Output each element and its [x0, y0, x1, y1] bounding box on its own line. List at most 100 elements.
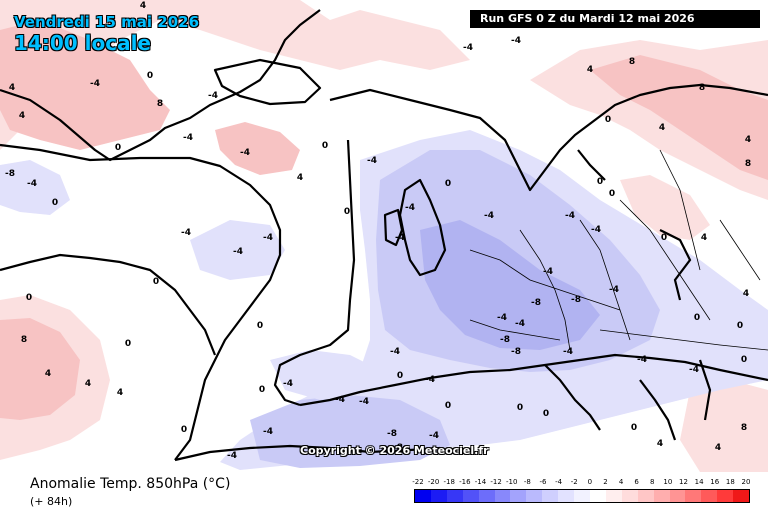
legend-tick-label: -6 [539, 478, 547, 486]
isoline-label: -8 [531, 298, 541, 308]
valid-time-title: Vendredi 15 mai 2026 14:00 locale [14, 13, 200, 56]
isoline-label: 4 [743, 289, 749, 299]
isoline-label: -8 [500, 335, 510, 345]
isoline-label: -4 [367, 156, 377, 166]
legend-tick-label: 14 [694, 478, 704, 486]
isoline-label: 8 [21, 335, 27, 345]
legend-swatch [430, 490, 447, 502]
thick-borders [577, 149, 712, 421]
legend-tick-label: 4 [618, 478, 624, 486]
legend-tick-label: 16 [710, 478, 720, 486]
isoline-label: -4 [637, 355, 647, 365]
isoline-label: -8 [511, 347, 521, 357]
legend-swatch [669, 490, 686, 502]
legend-tick-label: -12 [490, 478, 502, 486]
legend-ticks: -22 -20 -18 -16 -14 -12 -10 -8 -6 -4 -2 0 2 4 6 8 10 12 14… [412, 478, 751, 489]
isoline-label: -4 [208, 91, 218, 101]
isoline-label: -4 [689, 365, 699, 375]
cold-area-labrador [0, 160, 70, 215]
copyright-notice: Copyright © 2026 Meteociel.fr [300, 444, 489, 457]
coast-labrador [0, 143, 282, 461]
isoline-label: 0 [543, 409, 549, 419]
isoline-label: 4 [9, 83, 15, 93]
isoline-label: 0 [661, 233, 667, 243]
isoline-label: -8 [393, 443, 403, 453]
cold-anomaly-areas [0, 130, 768, 470]
isoline-label: 0 [609, 189, 615, 199]
legend-tick-label: 18 [725, 478, 735, 486]
legend-swatch [589, 490, 606, 502]
legend-tick-label: 20 [741, 478, 751, 486]
isoline-label: -4 [497, 313, 507, 323]
map-footer: Anomalie Temp. 850hPa (°C) (+ 84h) -22 -2… [0, 472, 768, 512]
legend-swatch [717, 490, 734, 502]
legend-tick-label: -2 [570, 478, 578, 486]
isoline-label: -4 [263, 233, 273, 243]
legend-swatch [462, 490, 479, 502]
isoline-label: 4 [657, 439, 663, 449]
isoline-label: -8 [5, 169, 15, 179]
isoline-label: 0 [737, 321, 743, 331]
parameter-name: Anomalie Temp. 850hPa (°C) [30, 476, 231, 492]
isoline-label: -4 [515, 319, 525, 329]
legend-tick-label: -4 [555, 478, 563, 486]
isoline-label: 0 [257, 321, 263, 331]
legend-swatch [542, 490, 559, 502]
isoline-label: -4 [233, 247, 243, 257]
legend-tick-label: 10 [663, 478, 673, 486]
isoline-label: -4 [609, 285, 619, 295]
valid-hour: 14:00 locale [14, 31, 151, 55]
isoline-label: 8 [741, 423, 747, 433]
isoline-label: 0 [517, 403, 523, 413]
isoline-label: 4 [140, 1, 146, 11]
isoline-label: -4 [90, 79, 100, 89]
coast-norway [329, 83, 768, 192]
isoline-label: -4 [227, 451, 237, 461]
isoline-label: 0 [445, 179, 451, 189]
legend-tick-label: -14 [474, 478, 487, 486]
warm-area-greenland [0, 0, 470, 150]
isoline-label: -4 [359, 397, 369, 407]
isoline-label: -4 [563, 347, 573, 357]
isoline-label: 0 [741, 355, 747, 365]
isoline-label: 8 [629, 57, 635, 67]
forecast-hour: (+ 84h) [30, 495, 73, 508]
legend-swatch [605, 490, 622, 502]
coast-north-america [0, 253, 217, 356]
isoline-label: 0 [125, 339, 131, 349]
isoline-label: 4 [587, 65, 593, 75]
isoline-label: 0 [52, 198, 58, 208]
isoline-label: -4 [543, 267, 553, 277]
isoline-label: -4 [181, 228, 191, 238]
isoline-label: -4 [484, 211, 494, 221]
legend-tick-label: -18 [443, 478, 455, 486]
isoline-label: 4 [745, 135, 751, 145]
legend-tick-label: -20 [427, 478, 440, 486]
isoline-label: 0 [597, 177, 603, 187]
run-info: Run GFS 0 Z du Mardi 12 mai 2026 [470, 10, 760, 28]
isoline-label: -4 [429, 431, 439, 441]
isoline-label: -4 [390, 347, 400, 357]
isoline-label: 4 [19, 111, 25, 121]
coast-ireland [383, 208, 404, 247]
coast-britain [398, 178, 447, 277]
legend-bar [414, 489, 750, 503]
isoline-label: 0 [694, 313, 700, 323]
legend-tick-label: 8 [650, 478, 655, 486]
legend-tick-label: -22 [412, 478, 424, 486]
isoline-label: 0 [26, 293, 32, 303]
isoline-label: 0 [397, 371, 403, 381]
isoline-label: 4 [715, 443, 721, 453]
legend-tick-label: -10 [505, 478, 518, 486]
warm-area-atlantic-core [0, 318, 80, 420]
legend-swatch [478, 490, 495, 502]
isoline-label: -4 [565, 211, 575, 221]
isoline-label: 4 [85, 379, 91, 389]
warm-area-iceland [215, 122, 300, 175]
valid-day: Vendredi 15 mai 2026 [14, 13, 200, 31]
legend-tick-label: -16 [459, 478, 471, 486]
legend-swatch [685, 490, 702, 502]
isoline-label: 4 [117, 388, 123, 398]
